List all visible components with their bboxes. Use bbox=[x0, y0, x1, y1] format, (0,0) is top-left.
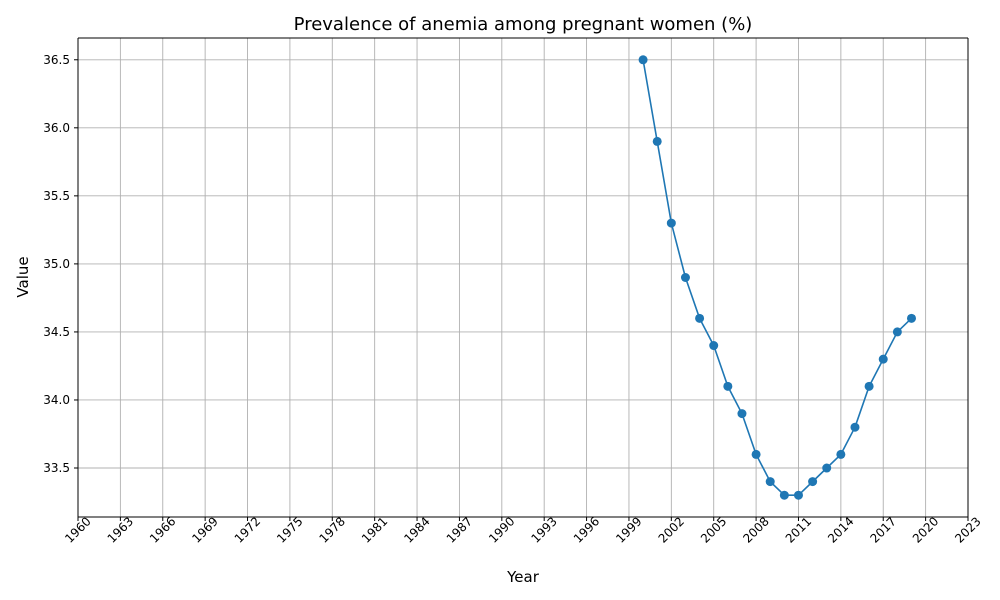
x-tick-label: 1975 bbox=[274, 514, 305, 545]
data-point bbox=[709, 341, 719, 351]
x-tick-label: 2011 bbox=[783, 514, 814, 545]
data-point bbox=[765, 477, 775, 487]
y-axis-ticks: 33.5 34.0 34.5 35.0 35.5 36.0 36.5 bbox=[43, 53, 78, 475]
data-point bbox=[779, 490, 789, 500]
data-point bbox=[808, 477, 818, 487]
x-tick-label: 1984 bbox=[401, 514, 432, 545]
x-tick-label: 1993 bbox=[528, 514, 559, 545]
x-tick-label: 1978 bbox=[317, 514, 348, 545]
x-tick-label: 2017 bbox=[867, 514, 898, 545]
x-tick-label: 1987 bbox=[444, 514, 475, 545]
y-tick-label: 35.0 bbox=[43, 257, 70, 271]
x-tick-label: 1990 bbox=[486, 514, 517, 545]
x-tick-label: 1996 bbox=[571, 514, 602, 545]
data-point bbox=[723, 381, 733, 391]
y-tick-label: 36.0 bbox=[43, 121, 70, 135]
x-tick-label: 1972 bbox=[232, 514, 263, 545]
y-tick-label: 34.0 bbox=[43, 393, 70, 407]
x-tick-label: 2008 bbox=[740, 514, 771, 545]
x-axis-label: Year bbox=[506, 568, 540, 586]
axes bbox=[77, 37, 969, 518]
x-tick-label: 1963 bbox=[105, 514, 136, 545]
x-tick-label: 2002 bbox=[656, 514, 687, 545]
data-point bbox=[652, 136, 662, 146]
y-tick-label: 33.5 bbox=[43, 461, 70, 475]
y-tick-label: 36.5 bbox=[43, 53, 70, 67]
x-tick-label: 1981 bbox=[359, 514, 390, 545]
data-point bbox=[737, 409, 747, 419]
series-line bbox=[642, 59, 913, 497]
x-tick-label: 2014 bbox=[825, 514, 856, 545]
grid bbox=[77, 38, 969, 517]
series-layer bbox=[638, 55, 916, 500]
data-point bbox=[638, 55, 648, 65]
x-tick-label: 1960 bbox=[62, 514, 93, 545]
data-point bbox=[666, 218, 676, 228]
data-point bbox=[695, 313, 705, 323]
x-tick-label: 2023 bbox=[952, 514, 983, 545]
data-point bbox=[793, 490, 803, 500]
data-point bbox=[878, 354, 888, 364]
data-point bbox=[906, 313, 916, 323]
x-tick-label: 2005 bbox=[698, 514, 729, 545]
data-point bbox=[751, 449, 761, 459]
x-axis-ticks: 1960 1963 1966 1969 1972 1975 1978 1981 1984 1987… bbox=[62, 514, 983, 545]
x-tick-label: 1969 bbox=[189, 514, 220, 545]
y-tick-label: 35.5 bbox=[43, 189, 70, 203]
x-tick-label: 1999 bbox=[613, 514, 644, 545]
data-point bbox=[836, 449, 846, 459]
y-axis-label: Value bbox=[14, 256, 32, 297]
y-tick-label: 34.5 bbox=[43, 325, 70, 339]
x-tick-label: 1966 bbox=[147, 514, 178, 545]
chart-title: Prevalence of anemia among pregnant wome… bbox=[294, 14, 753, 35]
data-point bbox=[850, 422, 860, 432]
x-tick-label: 2020 bbox=[910, 514, 941, 545]
data-point bbox=[892, 327, 902, 337]
data-point bbox=[822, 463, 832, 473]
data-point bbox=[864, 381, 874, 391]
data-point bbox=[680, 273, 690, 282]
